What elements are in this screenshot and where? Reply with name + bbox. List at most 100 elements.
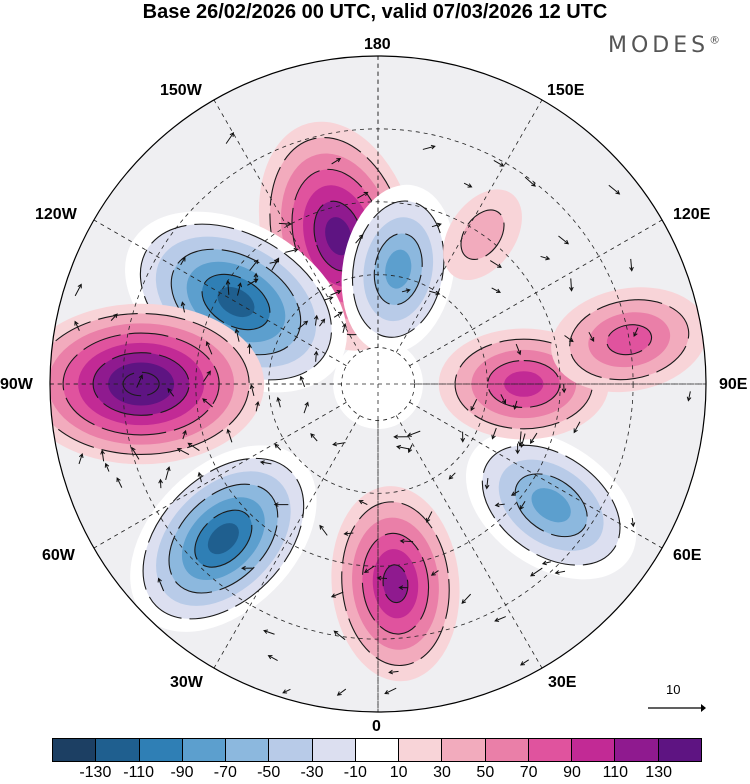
europe-high-streamline [382, 564, 409, 604]
wind-arrow-icon [278, 221, 292, 227]
wind-arrow-icon [263, 629, 275, 635]
colorbar-tick-label: 110 [602, 764, 629, 781]
longitude-line [395, 415, 543, 669]
wind-arrow-icon [78, 452, 84, 465]
wind-arrow-icon [568, 278, 574, 292]
lon-label-60e: 60E [673, 547, 702, 564]
wind-arrow-icon [104, 462, 110, 472]
wind-arrow-icon [310, 433, 318, 442]
colorbar-swatch-13 [614, 739, 658, 761]
colorbar-swatch-7 [354, 739, 399, 761]
reference-arrow-icon [648, 704, 706, 712]
wind-arrow-icon [100, 449, 105, 462]
registered-mark: ® [709, 33, 725, 47]
wind-arrow-icon [187, 442, 200, 452]
colorbar-tick-label: -70 [213, 764, 237, 781]
wind-arrow-icon [461, 593, 472, 604]
wind-arrow-icon [131, 446, 140, 460]
modes-logo: MODES® [608, 33, 724, 58]
wind-arrow-icon [529, 432, 538, 444]
wind-arrow-icon [285, 247, 299, 253]
asia-low-streamline [481, 444, 621, 566]
colorbar-labels: -130 -110 -90 -70 -50 -30 -10 10 30 50 70 90 110 130 [0, 764, 750, 784]
wind-arrow-icon [426, 511, 433, 523]
wind-arrow-icon [203, 370, 211, 382]
wind-arrows [74, 132, 692, 696]
colorbar-tick-label: 70 [519, 764, 538, 781]
wind-arrow-icon [74, 283, 82, 297]
wind-arrow-icon [573, 421, 581, 434]
wind-arrow-icon [463, 182, 473, 188]
wind-arrow-icon [633, 327, 639, 338]
colorbar-tick-label: 10 [389, 764, 408, 781]
central-asia-high-streamline [606, 324, 653, 356]
bering-low-streamline [351, 200, 445, 338]
wind-arrow-icon [517, 431, 523, 447]
wind-arrow-icon [448, 472, 456, 480]
wind-arrow-icon [561, 384, 567, 394]
wind-arrow-icon [363, 565, 375, 573]
atlantic-low-streamline [194, 509, 253, 568]
gulf-of-alaska-high-streamline [313, 200, 364, 272]
wind-arrow-icon [357, 191, 369, 199]
wind-arrow-icon [297, 320, 309, 330]
wind-arrow-icon [515, 443, 520, 455]
colorbar-tick-label: -30 [300, 764, 324, 781]
wind-arrow-icon [176, 448, 190, 456]
colorbar-swatch-14 [657, 739, 701, 761]
wind-arrow-icon [241, 565, 253, 571]
wind-arrow-icon [332, 441, 346, 447]
colorbar-tick-label: -50 [257, 764, 281, 781]
europe-high-contour [383, 564, 408, 603]
wind-arrow-icon [540, 255, 551, 261]
wind-arrow-icon [319, 524, 328, 536]
wind-arrow-icon [510, 490, 520, 496]
colorbar-swatch-4 [225, 739, 269, 761]
colorbar-tick-label: -130 [79, 764, 112, 781]
atlantic-low-streamline [142, 457, 305, 620]
wind-arrow-icon [629, 258, 634, 272]
colorbar-swatch-0 [53, 739, 96, 761]
lon-label-180: 180 [364, 36, 391, 53]
wind-arrow-icon [558, 235, 570, 245]
wind-arrow-icon [237, 282, 243, 296]
wind-arrow-icon [630, 517, 636, 528]
wind-arrow-icon [282, 688, 291, 694]
wind-arrow-icon [303, 401, 309, 414]
longitude-line [409, 219, 663, 367]
longitude-line [93, 219, 347, 367]
colorbar-swatch-12 [571, 739, 615, 761]
wind-arrow-icon [167, 387, 175, 397]
wind-arrow-icon [407, 444, 413, 454]
wind-arrow-icon [313, 350, 319, 362]
lon-label-150w: 150W [160, 82, 202, 99]
wind-arrow-icon [520, 659, 530, 666]
map-title: Base 26/02/2026 00 UTC, valid 07/03/2026… [142, 1, 608, 23]
colorbar-tick-label: 130 [645, 764, 673, 781]
wind-arrow-icon [116, 477, 123, 488]
wind-arrow-icon [330, 289, 342, 296]
wind-arrow-icon [255, 400, 260, 412]
colorbar-swatch-1 [95, 739, 139, 761]
asia-low-streamline [514, 473, 588, 538]
lon-label-60w: 60W [42, 547, 75, 564]
wind-arrow-icon [330, 591, 344, 598]
europe-high-streamline [341, 501, 450, 667]
wind-arrow-icon [274, 443, 282, 451]
wind-arrow-icon [299, 375, 306, 387]
siberia-high-streamline [487, 359, 561, 409]
wind-arrow-icon [384, 687, 397, 695]
wind-arrow-icon [225, 132, 235, 144]
colorbar-tick-label: 90 [563, 764, 581, 781]
longitude-line [213, 99, 361, 353]
colorbar-swatch-5 [268, 739, 312, 761]
bering-low-contour [385, 249, 412, 289]
wind-arrow-icon [323, 296, 334, 301]
wind-arrow-icon [484, 478, 490, 490]
wind-arrow-icon [157, 577, 165, 592]
wind-arrow-icon [422, 144, 436, 150]
wind-arrow-icon [136, 374, 143, 388]
wind-arrow-icon [554, 570, 566, 575]
wind-arrow-icon [401, 288, 411, 293]
wind-arrow-icon [180, 301, 186, 313]
